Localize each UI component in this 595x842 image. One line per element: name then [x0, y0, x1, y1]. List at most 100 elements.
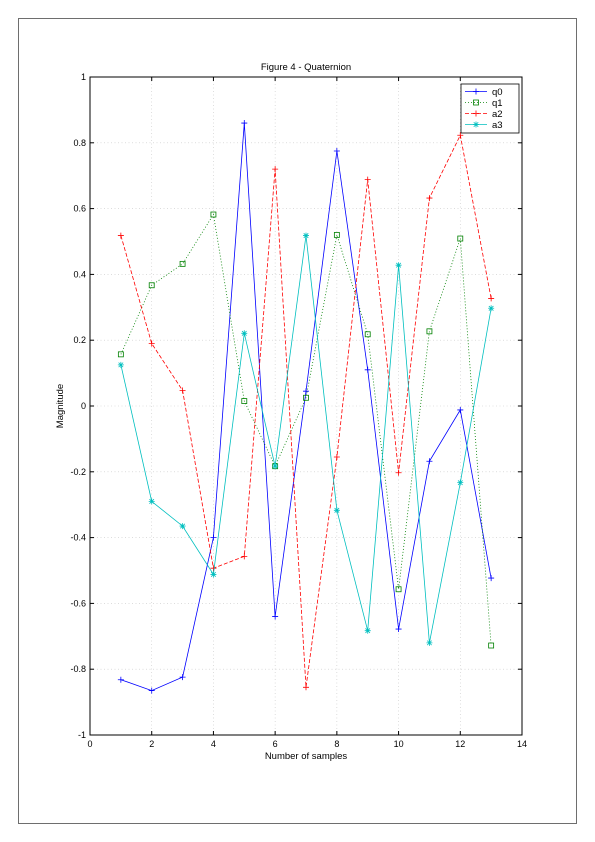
- data-point-q1: [303, 394, 309, 401]
- data-point-a3: [272, 463, 279, 470]
- legend-marker-a3: [473, 121, 479, 128]
- legend-label-a3: a3: [492, 120, 503, 131]
- y-tick-label: 0: [81, 401, 86, 411]
- data-point-a3: [303, 232, 309, 239]
- data-point-q1: [488, 642, 495, 649]
- data-point-a2: [333, 453, 340, 460]
- data-point-q1: [426, 328, 433, 335]
- data-point-q0: [272, 613, 279, 620]
- x-tick-label: 6: [273, 739, 278, 749]
- data-point-a3: [364, 627, 371, 634]
- data-point-a3: [457, 479, 464, 486]
- series-line-a3: [120, 235, 492, 643]
- y-tick-label: -0.2: [70, 467, 86, 477]
- x-tick-label: 2: [149, 739, 154, 749]
- data-point-a2: [241, 553, 248, 560]
- data-point-a3: [488, 305, 495, 312]
- data-point-a3: [148, 498, 155, 505]
- data-point-a2: [395, 469, 402, 476]
- legend-label-a2: a2: [492, 109, 503, 120]
- x-tick-label: 12: [455, 739, 465, 749]
- data-point-a2: [179, 387, 186, 394]
- legend-entry-a2: a2: [465, 109, 503, 120]
- x-tick-label: 0: [87, 739, 92, 749]
- data-point-q1: [179, 260, 186, 267]
- x-tick-label: 4: [211, 739, 216, 749]
- page-frame: [18, 18, 577, 824]
- data-point-q0: [457, 406, 464, 413]
- data-point-a3: [333, 507, 340, 514]
- data-point-q0: [117, 676, 124, 683]
- data-point-q0: [426, 458, 433, 465]
- data-point-a2: [210, 565, 217, 572]
- data-point-q0: [303, 388, 309, 395]
- data-point-q1: [117, 351, 124, 358]
- grid-layer: [90, 77, 522, 735]
- series-a2: [117, 132, 495, 691]
- y-tick-label: -0.8: [70, 664, 86, 674]
- data-point-q0: [210, 534, 217, 541]
- series-line-q1: [120, 213, 492, 646]
- data-point-q1: [210, 211, 217, 218]
- data-point-q0: [488, 575, 495, 582]
- x-tick-label: 14: [517, 739, 527, 749]
- x-tick-label: 10: [394, 739, 404, 749]
- data-point-q1: [395, 586, 402, 593]
- legend-marker-q0: [473, 88, 479, 95]
- data-point-a3: [395, 262, 402, 269]
- data-point-a2: [364, 176, 371, 183]
- data-point-a3: [117, 361, 124, 368]
- y-tick-label: 1: [81, 72, 86, 82]
- data-point-q0: [179, 674, 186, 681]
- series-layer: [117, 120, 495, 694]
- data-point-a2: [426, 195, 433, 202]
- data-point-q1: [364, 331, 371, 338]
- ticks-layer: 0 2 4 6 8 10 12 14 -1 -0.8 -0.6 -0.4 -0.2 0 0.2 0.4 0.6 0…: [70, 72, 527, 749]
- series-q1: [117, 211, 495, 649]
- legend-marker-a2: [473, 110, 479, 117]
- y-tick-label: -0.4: [70, 533, 86, 543]
- data-point-q0: [395, 626, 402, 633]
- legend-label-q1: q1: [492, 98, 503, 109]
- data-point-a3: [210, 571, 217, 578]
- data-point-a2: [148, 340, 155, 347]
- data-point-q0: [148, 687, 155, 694]
- data-point-q1: [457, 235, 464, 242]
- y-tick-label: -1: [78, 730, 86, 740]
- legend-marker-q1: [473, 99, 479, 106]
- chart-title: Figure 4 - Quaternion: [261, 62, 351, 73]
- data-point-q1: [333, 232, 340, 238]
- data-point-a2: [303, 684, 309, 691]
- data-point-q1: [241, 398, 248, 404]
- data-point-a3: [241, 330, 248, 337]
- legend-entry-q0: q0: [465, 87, 503, 98]
- y-axis-title: Magnitude: [55, 384, 66, 428]
- series-line-q0: [120, 123, 492, 692]
- series-line-a2: [120, 133, 492, 688]
- legend-entry-q1: q1: [465, 98, 503, 109]
- data-point-q0: [333, 148, 340, 155]
- x-axis-title: Number of samples: [265, 751, 348, 762]
- x-tick-label: 8: [334, 739, 339, 749]
- data-point-q0: [364, 366, 371, 373]
- y-tick-label: 0.4: [73, 269, 86, 279]
- data-point-a2: [488, 295, 495, 302]
- data-point-q0: [241, 120, 248, 127]
- data-point-a2: [272, 166, 279, 173]
- legend-label-q0: q0: [492, 87, 503, 98]
- y-tick-label: 0.8: [73, 138, 86, 148]
- plot-area: [89, 76, 523, 736]
- y-tick-label: 0.2: [73, 335, 86, 345]
- data-point-a2: [117, 232, 124, 239]
- data-point-a3: [179, 523, 186, 530]
- legend-entry-a3: a3: [465, 120, 503, 131]
- data-point-q1: [148, 282, 155, 289]
- series-q0: [117, 120, 495, 694]
- data-point-a2: [457, 132, 464, 139]
- y-tick-label: 0.6: [73, 204, 86, 214]
- data-point-a3: [426, 639, 433, 646]
- y-tick-label: -0.6: [70, 598, 86, 608]
- series-a3: [117, 232, 495, 646]
